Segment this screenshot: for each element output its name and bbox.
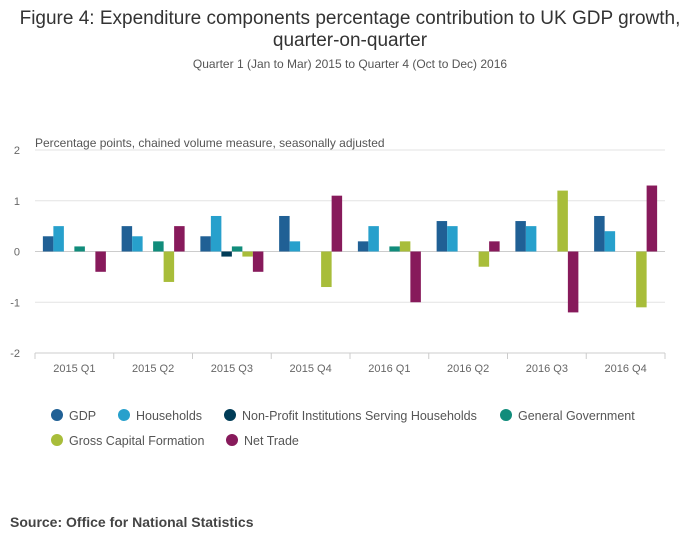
legend-marker: [500, 409, 512, 421]
bar: [242, 251, 253, 257]
source-note: Source: Office for National Statistics: [10, 514, 254, 530]
bar: [279, 215, 290, 252]
bar: [163, 251, 175, 282]
bar: [153, 241, 164, 252]
bar: [478, 251, 490, 267]
bar: [221, 251, 232, 257]
bars: [42, 185, 658, 313]
bar: [389, 246, 400, 252]
bar: [42, 236, 54, 252]
bar: [368, 226, 379, 252]
x-tick-label: 2016 Q2: [447, 363, 489, 375]
x-tick-label: 2016 Q3: [526, 363, 568, 375]
bar: [636, 251, 647, 308]
legend-label: Households: [136, 409, 202, 423]
y-tick-label: -1: [10, 297, 20, 309]
x-tick-label: 2016 Q1: [368, 363, 410, 375]
bar: [525, 226, 537, 252]
bar: [410, 251, 421, 303]
y-axis-label: Percentage points, chained volume measur…: [35, 136, 385, 150]
y-tick-label: 1: [14, 196, 20, 208]
bar: [321, 251, 332, 288]
y-tick-label: 2: [14, 145, 20, 157]
legend-marker: [226, 434, 238, 446]
legend-marker: [224, 409, 236, 421]
bar: [447, 226, 458, 252]
bar: [331, 195, 343, 252]
bar: [646, 185, 658, 252]
legend-label: Non-Profit Institutions Serving Househol…: [242, 409, 477, 423]
chart-title: Figure 4: Expenditure components percent…: [19, 8, 681, 51]
bar: [604, 231, 616, 252]
legend-label: Net Trade: [244, 434, 299, 448]
bar: [95, 251, 106, 272]
x-tick-label: 2015 Q3: [211, 363, 253, 375]
bar: [557, 190, 568, 252]
bar: [515, 221, 526, 252]
bar: [74, 246, 85, 252]
legend-marker: [51, 409, 63, 421]
bar: [132, 236, 143, 252]
gridlines: 2 1 0 -1 -2: [10, 145, 665, 360]
bar: [436, 221, 448, 252]
x-tick-label: 2015 Q4: [290, 363, 332, 375]
bar: [594, 215, 605, 252]
bar: [399, 241, 411, 252]
bar: [53, 226, 64, 252]
bar: [252, 251, 264, 272]
x-tick-label: 2016 Q4: [605, 363, 647, 375]
bar: [489, 241, 500, 252]
chart-subtitle: Quarter 1 (Jan to Mar) 2015 to Quarter 4…: [192, 57, 508, 71]
x-tick-label: 2015 Q1: [53, 363, 95, 375]
bar: [121, 226, 133, 252]
bar: [231, 246, 243, 252]
x-axis: 2015 Q1 2015 Q2 2015 Q3 2015 Q4 2016 Q1 2016 …: [34, 352, 666, 375]
legend: GDP Households Non-Profit Institutions Ser…: [51, 409, 635, 448]
legend-label: GDP: [69, 409, 96, 423]
legend-label: General Government: [518, 409, 635, 423]
bar: [200, 236, 211, 252]
legend-marker: [118, 409, 130, 421]
y-tick-label: -2: [10, 348, 20, 360]
x-tick-label: 2015 Q2: [132, 363, 174, 375]
y-tick-label: 0: [14, 247, 20, 259]
bar: [289, 241, 301, 252]
legend-label: Gross Capital Formation: [69, 434, 205, 448]
legend-marker: [51, 434, 63, 446]
chart-area: Percentage points, chained volume measur…: [10, 136, 666, 448]
bar: [174, 226, 185, 252]
bar: [357, 241, 369, 252]
bar: [210, 215, 222, 252]
bar: [567, 251, 579, 313]
